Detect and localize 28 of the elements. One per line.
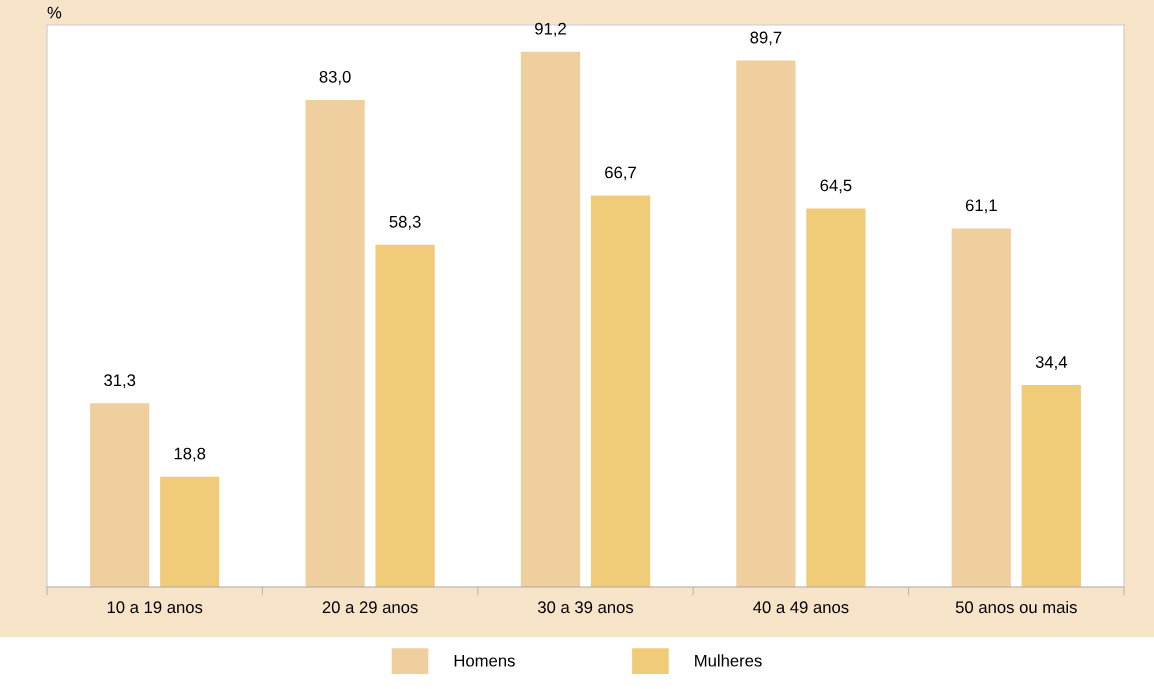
y-axis-title: % [47, 6, 62, 19]
bar [305, 99, 365, 587]
data-label: 31,3 [104, 374, 136, 389]
data-label: 18,8 [174, 447, 206, 462]
bar [90, 403, 150, 587]
data-label: 89,7 [750, 31, 782, 46]
bar [951, 228, 1011, 587]
x-tick-label: 50 anos ou mais [955, 600, 1077, 614]
data-label: 64,5 [820, 179, 852, 194]
data-label: 58,3 [389, 215, 421, 230]
x-tick-label: 40 a 49 anos [753, 601, 849, 614]
bar [160, 476, 220, 587]
bar [590, 195, 651, 587]
bar [736, 60, 796, 587]
bar [806, 208, 866, 587]
bar [1021, 385, 1081, 587]
x-tick-label: 30 a 39 anos [537, 601, 634, 614]
x-tick-label: 10 a 19 anos [107, 601, 203, 614]
bar [375, 244, 435, 587]
x-tick-label: 20 a 29 anos [322, 601, 418, 614]
bar [520, 51, 581, 587]
data-label: 61,1 [965, 199, 997, 214]
legend-label: Mulheres [695, 654, 762, 667]
legend-label: Homens [454, 654, 515, 667]
data-label: 83,0 [319, 70, 351, 85]
data-label: 34,4 [1035, 356, 1068, 370]
data-label: 91,2 [535, 22, 566, 37]
data-label: 66,7 [605, 166, 636, 181]
